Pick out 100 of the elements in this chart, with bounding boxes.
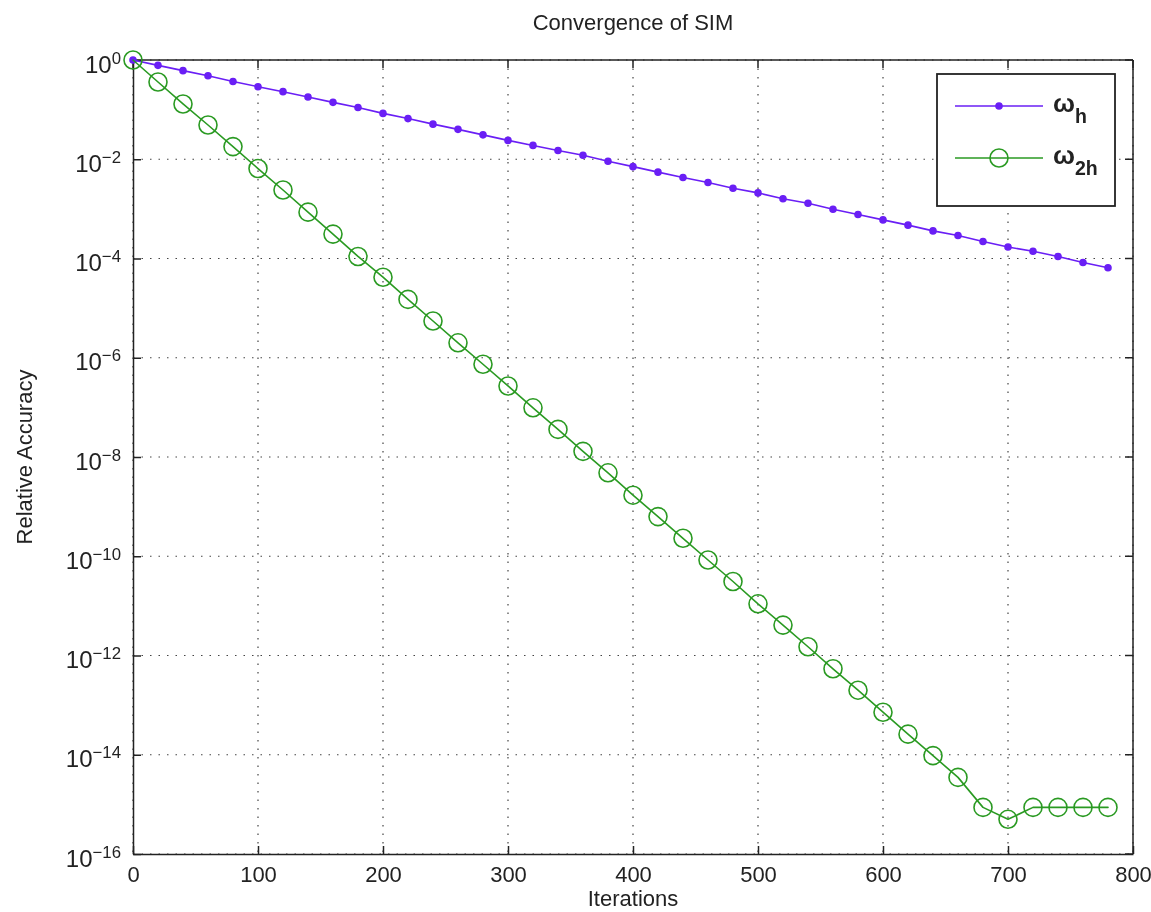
point (423, 311, 443, 331)
point (1073, 797, 1093, 818)
point (479, 131, 487, 139)
y-tick-label: 10$^{−12}$ (65, 643, 121, 673)
y-tick-label: 10$^{−14}$ (65, 742, 121, 773)
point (173, 94, 193, 114)
y-tick-label: 10$^{−2}$ (75, 147, 121, 177)
point (248, 158, 268, 179)
point (398, 289, 418, 310)
legend-label: ω$_{h}$ (1053, 88, 1087, 127)
point (204, 72, 212, 80)
point (673, 528, 693, 549)
x-tick-label: 800 (1115, 861, 1151, 887)
x-tick-label: 200 (365, 861, 402, 887)
point (948, 767, 968, 788)
point (798, 636, 818, 657)
point (573, 441, 593, 462)
point (1029, 247, 1037, 256)
point (323, 224, 343, 244)
point (554, 146, 562, 155)
point (179, 66, 187, 75)
point (473, 354, 493, 375)
point (854, 210, 862, 219)
point (898, 724, 918, 744)
point (1079, 258, 1087, 267)
point (829, 205, 837, 214)
y-tick-label: 10$^{0}$ (84, 48, 121, 78)
chart-title: Convergence of SIM (532, 10, 734, 35)
y-tick-label: 10$^{−10}$ (65, 544, 121, 574)
point (354, 103, 362, 112)
point (748, 594, 768, 614)
point (679, 173, 687, 182)
point (729, 184, 737, 193)
x-tick-label: 300 (490, 861, 527, 887)
point (629, 162, 637, 171)
point (1004, 243, 1012, 251)
point (498, 376, 518, 396)
point (279, 87, 287, 96)
point (523, 398, 543, 418)
y-tick-label: 10$^{−6}$ (75, 345, 121, 376)
point (329, 98, 337, 107)
x-tick-label: 600 (865, 861, 902, 887)
point (923, 745, 943, 766)
point (823, 658, 843, 679)
point (454, 125, 462, 134)
point (773, 615, 793, 635)
point (1054, 252, 1062, 261)
x-axis-title: Iterations (587, 886, 679, 911)
point (148, 72, 168, 92)
point (754, 189, 762, 197)
x-tick-label: 400 (615, 861, 652, 887)
point (448, 333, 468, 353)
point (879, 216, 887, 224)
point (698, 550, 718, 570)
point (223, 136, 243, 157)
x-tick-label: 700 (990, 861, 1027, 887)
point (648, 506, 668, 527)
x-tick-label: 500 (740, 861, 777, 887)
point (379, 109, 387, 118)
point (873, 702, 893, 723)
point (373, 267, 393, 287)
point (429, 120, 437, 128)
point (123, 50, 143, 70)
point (1104, 263, 1112, 272)
point (998, 809, 1018, 830)
point (904, 221, 912, 229)
point (598, 463, 618, 483)
y-axis-title: Relative Accuracy (12, 369, 37, 545)
point (229, 77, 237, 86)
point (548, 419, 568, 440)
point (654, 168, 662, 176)
legend-label: ω$_{2h}$ (1053, 140, 1098, 179)
point (723, 571, 743, 592)
point (348, 246, 368, 267)
point (529, 141, 537, 150)
point (254, 82, 262, 91)
point (979, 237, 987, 246)
point (298, 202, 318, 222)
point (1098, 797, 1118, 818)
point (623, 485, 643, 505)
point (273, 180, 293, 200)
point (604, 157, 612, 166)
point (704, 178, 712, 187)
point (579, 151, 587, 160)
point (404, 114, 412, 123)
point (198, 115, 218, 135)
point (973, 797, 993, 818)
point (929, 227, 937, 235)
point (304, 93, 312, 101)
y-tick-label: 10$^{−16}$ (65, 842, 121, 872)
y-tick-label: 10$^{−8}$ (75, 445, 121, 475)
point (504, 136, 512, 145)
point (954, 231, 962, 240)
x-tick-label: 0 (127, 861, 140, 887)
point (779, 194, 787, 203)
point (1023, 797, 1043, 818)
point (154, 61, 162, 70)
point (848, 680, 868, 700)
point (1048, 797, 1068, 818)
y-tick-label: 10$^{−4}$ (75, 246, 121, 276)
